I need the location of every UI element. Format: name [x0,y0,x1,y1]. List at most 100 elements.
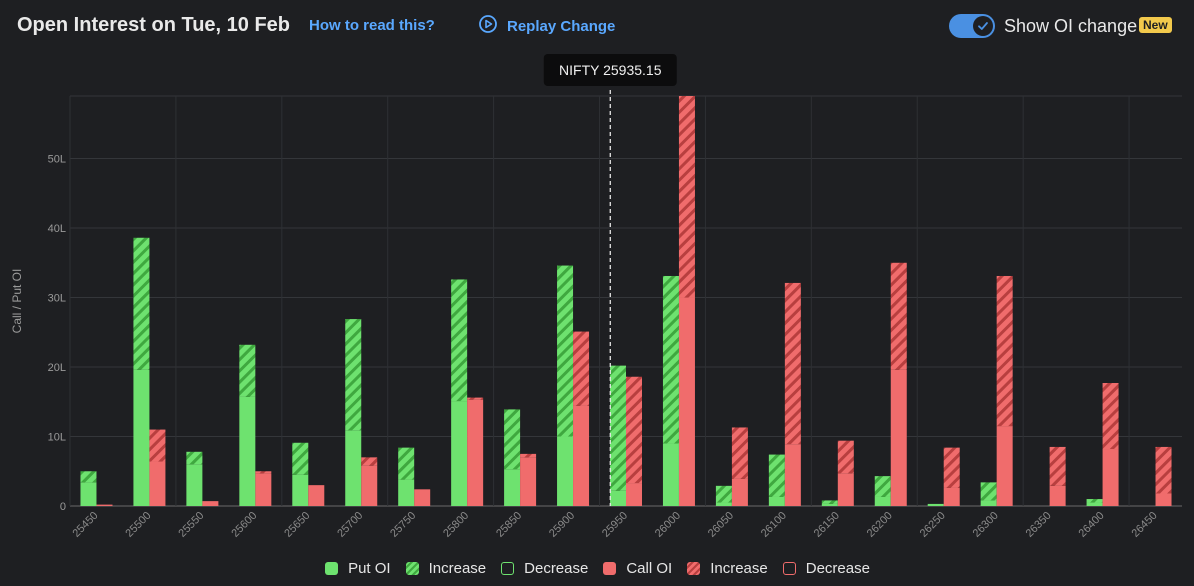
x-tick-label: 26150 [812,510,842,540]
legend-item[interactable]: Increase [405,559,487,577]
legend-item[interactable]: Put OI [325,560,391,577]
legend-swatch [603,561,617,575]
put-oi-bar [186,464,203,506]
replay-change-button[interactable]: Replay Change [478,14,616,37]
call-oi-bar [837,473,854,506]
y-axis-label: Call / Put OI [10,269,24,334]
legend-label: Decrease [805,559,870,577]
oi-bar-chart: 0 10L 20L 30L 40L 50L Call / Put OI 25450 25500 2… [10,54,1182,540]
x-tick-label: 25700 [335,510,365,540]
x-tick-label: 25950 [600,510,630,540]
call-oi-bar [308,485,325,506]
put-oi-bar [504,469,521,506]
x-tick-label: 25850 [494,510,524,540]
y-tick-label: 20L [48,362,66,374]
put-oi-increase-bar [504,409,521,470]
put-oi-bar [874,496,891,506]
legend-label: Call OI [626,559,673,577]
put-oi-bar [80,482,97,506]
how-to-read-link[interactable]: How to read this? [309,17,435,34]
x-tick-label: 25800 [441,510,471,540]
legend-label: Increase [428,559,487,577]
x-tick-label: 25600 [229,510,259,540]
replay-change-label: Replay Change [507,17,616,35]
put-oi-bar [768,496,785,506]
x-tick-label: 26350 [1024,510,1054,540]
x-tick-label: 25650 [282,510,312,540]
x-tick-label: 26450 [1130,510,1160,540]
x-tick-label: 26300 [971,510,1001,540]
x-tick-label: 25900 [547,510,577,540]
put-oi-increase-bar [662,275,679,444]
chart-legend: Put OI Increase Decrease Call OI Increase Dec… [0,556,1194,580]
call-oi-bar [202,501,219,506]
legend-label: Decrease [524,559,589,577]
call-oi-increase-bar [996,275,1013,427]
put-oi-increase-bar [768,454,785,497]
x-tick-label: 26050 [706,510,736,540]
put-oi-increase-bar [292,442,309,475]
put-oi-bar [715,502,732,506]
put-oi-increase-bar [715,485,732,503]
call-oi-bar [731,478,748,506]
x-tick-label: 25550 [176,510,206,540]
put-oi-increase-bar [821,500,838,504]
show-oi-change-toggle[interactable] [949,14,995,38]
show-oi-change-label: Show OI change [1004,16,1138,36]
legend-swatch [325,561,339,575]
put-oi-increase-bar [398,447,415,480]
put-oi-bar [133,369,150,506]
put-oi-increase-bar [557,265,574,437]
put-oi-increase-bar [133,237,150,370]
put-oi-increase-bar [1086,499,1103,503]
y-tick-label: 30L [48,293,66,305]
put-oi-increase-bar [239,344,256,397]
header: Open Interest on Tue, 10 Feb How to read… [0,0,1194,54]
put-oi-bar [927,503,944,506]
call-oi-bar [467,399,484,506]
call-oi-increase-bar [784,282,801,445]
x-tick-label: 26000 [653,510,683,540]
call-oi-bar [1049,485,1066,506]
put-oi-increase-bar [874,476,891,497]
y-tick-label: 10L [48,432,66,444]
x-tick-label: 26400 [1077,510,1107,540]
call-oi-increase-bar [943,447,960,488]
call-oi-increase-bar [731,427,748,479]
legend-swatch [501,561,515,575]
new-badge: New [1139,17,1172,33]
put-oi-bar [557,436,574,506]
spot-price-label: NIFTY 25935.15 [559,62,662,78]
put-oi-bar [451,401,468,506]
call-oi-bar [414,489,431,506]
legend-item[interactable]: Decrease [501,560,588,577]
call-oi-bar [996,426,1013,506]
legend-swatch [782,561,796,575]
x-tick-label: 25750 [388,510,418,540]
put-oi-increase-bar [186,451,203,465]
x-tick-label: 26100 [759,510,789,540]
x-tick-label: 26200 [865,510,895,540]
check-icon [978,22,988,30]
call-oi-increase-bar [361,457,378,466]
put-oi-bar [821,503,838,506]
y-tick-label: 0 [60,501,66,513]
call-oi-bar [1102,449,1119,506]
call-oi-increase-bar [520,453,537,458]
call-oi-increase-bar [573,331,590,406]
call-oi-bar [678,297,695,506]
legend-label: Put OI [348,559,391,577]
spot-price-tag [543,54,677,86]
x-tick-label: 25450 [70,510,100,540]
legend-item[interactable]: Decrease [782,559,870,577]
legend-item[interactable]: Call OI [603,560,672,577]
call-oi-bar [890,369,907,506]
call-oi-increase-bar [255,471,272,474]
legend-swatch [405,561,419,575]
call-oi-bar [943,487,960,506]
toggle-knob [973,16,993,36]
legend-label: Increase [710,559,768,577]
put-oi-bar [398,479,415,506]
call-oi-increase-bar [1049,446,1066,486]
legend-item[interactable]: Increase [687,560,768,577]
